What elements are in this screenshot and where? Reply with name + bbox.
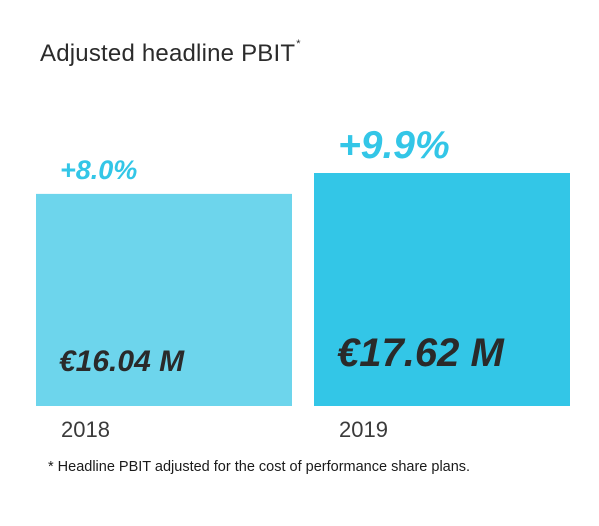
category-label-2019: 2019 (339, 417, 388, 442)
category-label-2018: 2018 (61, 417, 110, 442)
growth-label-2018: +8.0% (60, 155, 137, 185)
chart-title-text: Adjusted headline PBIT (40, 40, 296, 67)
footnote: * Headline PBIT adjusted for the cost of… (48, 459, 471, 475)
value-label-2019: €17.62 M (337, 331, 505, 375)
chart-title: Adjusted headline PBIT* (40, 38, 301, 68)
title-footnote-marker: * (296, 38, 301, 50)
value-label-2018: €16.04 M (59, 345, 185, 378)
bar-2019 (314, 173, 570, 406)
growth-label-2019: +9.9% (338, 124, 450, 167)
bar-2018 (36, 193, 292, 406)
